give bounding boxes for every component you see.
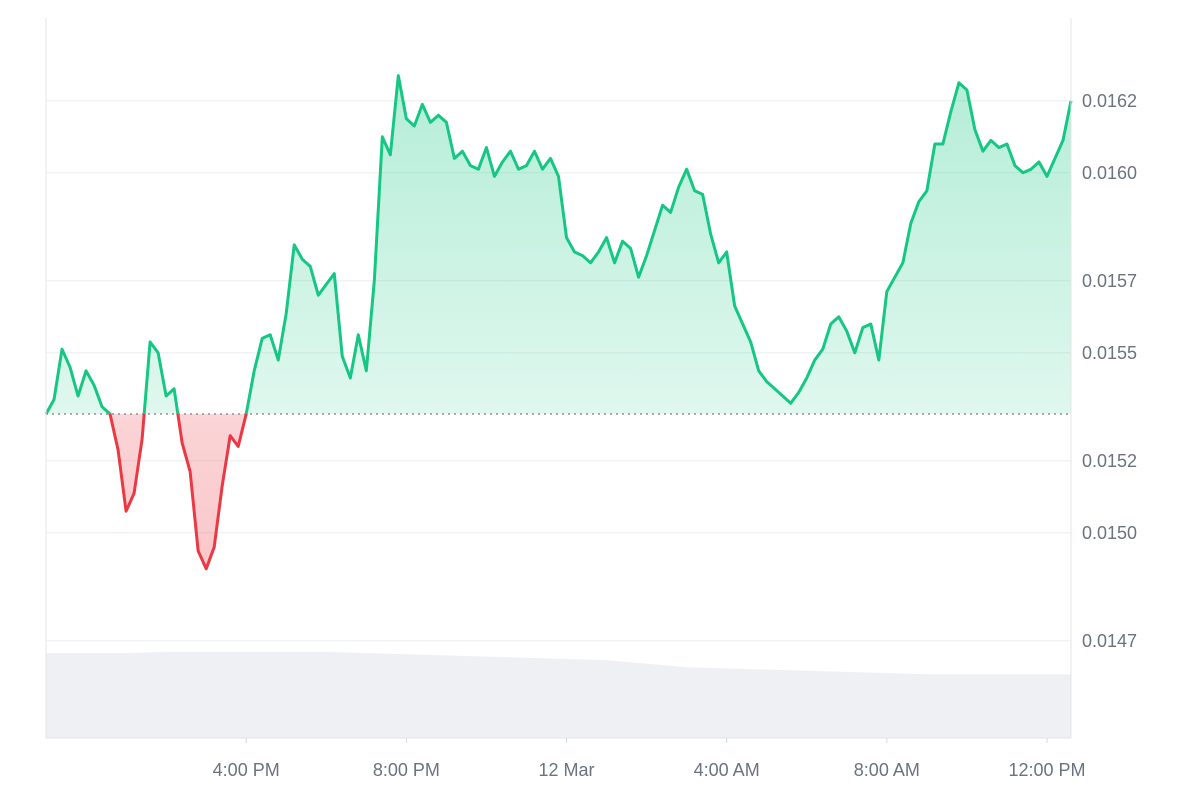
price-lines: [44, 74, 1073, 571]
price-area-above: [46, 75, 1071, 414]
y-axis-ticks: 0.0147 0.0150 0.0152 0.0155 0.0157 0.0160 0.01…: [1082, 91, 1137, 651]
y-tick-label: 0.0157: [1082, 271, 1137, 291]
volume-bars: [46, 651, 1071, 738]
x-tick-label: 12:00 PM: [1008, 760, 1085, 780]
y-tick-label: 0.0152: [1082, 451, 1137, 471]
x-tick-label: 12 Mar: [538, 760, 594, 780]
y-tick-label: 0.0147: [1082, 631, 1137, 651]
price-line-above: [44, 74, 1073, 414]
x-tick-label: 4:00 PM: [213, 760, 280, 780]
x-tick-label: 8:00 PM: [373, 760, 440, 780]
y-tick-label: 0.0160: [1082, 163, 1137, 183]
y-tick-label: 0.0155: [1082, 343, 1137, 363]
x-tick-label: 8:00 AM: [854, 760, 920, 780]
volume-area: [46, 651, 1071, 738]
y-tick-label: 0.0162: [1082, 91, 1137, 111]
axes: [45, 18, 1072, 739]
price-line-below: [46, 414, 248, 571]
x-tick-label: 4:00 AM: [694, 760, 760, 780]
x-axis-ticks: 4:00 PM 8:00 PM 12 Mar 4:00 AM 8:00 AM 12:00 …: [213, 738, 1086, 780]
y-tick-label: 0.0150: [1082, 523, 1137, 543]
price-area-fill: [46, 75, 1071, 569]
